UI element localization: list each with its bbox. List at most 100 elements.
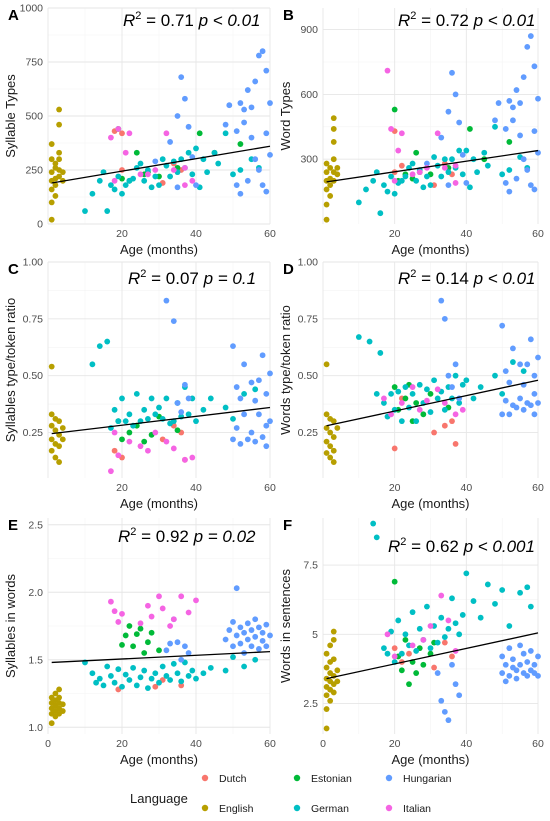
point-german bbox=[104, 663, 111, 670]
legend-label-hungarian: Hungarian bbox=[403, 773, 452, 785]
point-hungarian bbox=[424, 160, 430, 167]
point-english bbox=[327, 429, 334, 436]
point-italian bbox=[409, 642, 416, 649]
point-german bbox=[409, 390, 416, 397]
point-english bbox=[56, 418, 62, 425]
point-hungarian bbox=[267, 632, 273, 639]
point-estonian bbox=[467, 126, 473, 132]
point-hungarian bbox=[531, 411, 538, 418]
y-axis-title: Syllables in words bbox=[3, 573, 18, 678]
point-german bbox=[395, 388, 402, 395]
point-german bbox=[363, 186, 369, 193]
point-english bbox=[323, 186, 330, 193]
point-italian bbox=[115, 619, 122, 625]
y-axis-title: Syllables type/token ratio bbox=[3, 298, 18, 443]
point-hungarian bbox=[237, 395, 244, 402]
point-german bbox=[89, 361, 96, 368]
point-italian bbox=[170, 167, 177, 173]
point-german bbox=[237, 167, 244, 173]
y-tick-label: 300 bbox=[300, 154, 318, 166]
point-english bbox=[48, 141, 55, 147]
point-german bbox=[438, 173, 445, 180]
point-german bbox=[384, 188, 391, 195]
point-hungarian bbox=[252, 438, 259, 445]
point-hungarian bbox=[244, 177, 251, 184]
point-german bbox=[381, 645, 387, 652]
point-english bbox=[59, 169, 66, 176]
point-italian bbox=[452, 411, 459, 418]
point-german bbox=[355, 199, 362, 206]
legend-swatch-italian bbox=[385, 804, 393, 812]
point-italian bbox=[152, 429, 159, 436]
point-german bbox=[241, 663, 248, 670]
point-hungarian bbox=[524, 659, 531, 665]
point-german bbox=[409, 160, 416, 167]
point-hungarian bbox=[267, 418, 273, 425]
point-german bbox=[89, 670, 96, 677]
point-english bbox=[56, 121, 62, 128]
point-english bbox=[56, 173, 62, 180]
x-tick-label: 40 bbox=[190, 482, 202, 494]
point-estonian bbox=[402, 636, 409, 643]
point-german bbox=[427, 182, 434, 189]
panel-a: 20 40 60 0 250 500 750 1000 Age (months) Syllable… bbox=[3, 3, 276, 258]
point-german bbox=[141, 177, 148, 184]
point-german bbox=[141, 406, 148, 413]
panel-letter: B bbox=[283, 7, 294, 24]
point-estonian bbox=[126, 623, 133, 629]
point-english bbox=[59, 701, 66, 708]
point-estonian bbox=[122, 632, 129, 639]
point-hungarian bbox=[524, 672, 531, 679]
trend-line bbox=[326, 149, 539, 183]
point-english bbox=[323, 361, 330, 368]
point-hungarian bbox=[531, 63, 538, 70]
point-italian bbox=[452, 180, 459, 186]
point-english bbox=[330, 689, 337, 696]
point-dutch bbox=[449, 653, 455, 660]
point-german bbox=[130, 664, 137, 671]
point-hungarian bbox=[527, 402, 534, 409]
point-hungarian bbox=[445, 717, 452, 724]
point-german bbox=[145, 685, 151, 691]
point-german bbox=[152, 173, 159, 180]
point-english bbox=[334, 667, 341, 674]
point-hungarian bbox=[248, 429, 255, 436]
point-hungarian bbox=[499, 670, 506, 676]
point-german bbox=[434, 639, 441, 646]
r2-annotation: R2 = 0.62 p < 0.001 bbox=[388, 536, 535, 556]
point-hungarian bbox=[248, 379, 255, 386]
point-hungarian bbox=[535, 400, 541, 406]
x-tick-label: 20 bbox=[116, 738, 128, 750]
legend-swatch-dutch bbox=[201, 774, 209, 782]
point-italian bbox=[391, 653, 398, 660]
point-german bbox=[230, 654, 236, 660]
point-german bbox=[416, 625, 423, 632]
point-hungarian bbox=[263, 67, 270, 74]
point-hungarian bbox=[233, 182, 240, 189]
legend: Language Dutch English Estonian German Hungar… bbox=[130, 773, 452, 815]
point-hungarian bbox=[445, 372, 452, 379]
x-tick-label: 20 bbox=[116, 482, 128, 494]
point-german bbox=[148, 184, 155, 191]
point-italian bbox=[126, 130, 133, 137]
point-italian bbox=[189, 454, 196, 461]
point-german bbox=[148, 395, 155, 402]
point-german bbox=[506, 167, 513, 173]
point-german bbox=[520, 368, 527, 375]
point-italian bbox=[170, 445, 177, 452]
panel-letter: E bbox=[8, 517, 18, 534]
point-german bbox=[445, 169, 452, 176]
x-tick-label: 60 bbox=[264, 482, 276, 494]
point-german bbox=[470, 395, 477, 402]
point-german bbox=[133, 390, 140, 397]
point-estonian bbox=[420, 411, 427, 418]
point-estonian bbox=[137, 625, 144, 632]
point-german bbox=[398, 177, 405, 184]
point-german bbox=[207, 395, 214, 402]
point-hungarian bbox=[241, 629, 248, 636]
point-hungarian bbox=[256, 646, 262, 652]
legend-label-german: German bbox=[311, 803, 349, 815]
point-english bbox=[48, 199, 55, 206]
y-tick-label: 2.5 bbox=[303, 698, 318, 710]
point-german bbox=[126, 411, 133, 418]
